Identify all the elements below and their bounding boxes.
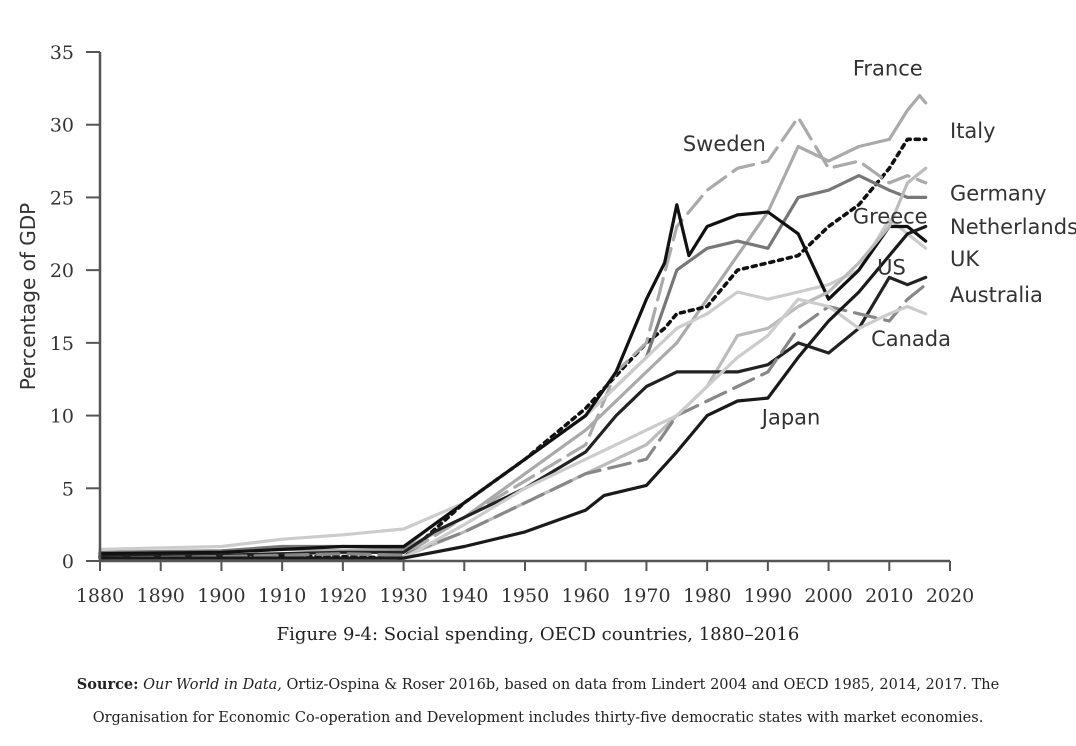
- series-line-canada: [402, 297, 928, 560]
- series-label-canada: Canada: [871, 327, 951, 351]
- x-tick-label-1920: 1920: [319, 585, 367, 607]
- y-tick-label-35: 35: [50, 42, 74, 64]
- x-tick-label-1940: 1940: [440, 585, 488, 607]
- y-tick-label-15: 15: [50, 333, 74, 355]
- y-tick-label-20: 20: [50, 260, 74, 282]
- series-label-germany: Germany: [950, 181, 1047, 205]
- series-labels: France Italy Sweden Germany Greece Netherland…: [683, 56, 1076, 429]
- series-line-greece: [402, 166, 928, 559]
- x-tick-label-2010: 2010: [865, 585, 913, 607]
- source-note: Source: Our World in Data, Ortiz-Ospina …: [0, 668, 1076, 735]
- x-tick-label-1880: 1880: [76, 585, 124, 607]
- y-tick-label-30: 30: [50, 115, 74, 137]
- x-tick-label-1990: 1990: [744, 585, 792, 607]
- series-label-sweden: Sweden: [683, 132, 766, 156]
- figure-caption: Figure 9-4: Social spending, OECD countr…: [276, 624, 800, 645]
- x-tick-label-1980: 1980: [683, 585, 731, 607]
- y-axis-title: Percentage of GDP: [16, 203, 40, 390]
- series-label-netherlands: Netherlands: [950, 215, 1076, 239]
- series-label-japan: Japan: [760, 405, 821, 429]
- y-tick-label-10: 10: [50, 406, 74, 428]
- x-tick-label-1890: 1890: [137, 585, 185, 607]
- series-lines: [98, 94, 928, 560]
- x-tick-label-2020: 2020: [926, 585, 974, 607]
- series-line-sweden: [98, 203, 928, 556]
- x-tick-label-2000: 2000: [804, 585, 852, 607]
- source-label: Source:: [76, 676, 139, 693]
- series-label-uk: UK: [950, 247, 980, 271]
- series-line-us: [98, 275, 928, 559]
- series-line-australia: [98, 283, 928, 560]
- social-spending-chart: 1880 1890 1900 1910 1920 1930 1940 1950 1960 1970…: [16, 42, 1076, 607]
- series-label-us: US: [877, 256, 906, 280]
- series-line-netherlands: [98, 115, 928, 559]
- series-line-japan: [98, 224, 928, 560]
- y-tick-label-25: 25: [50, 187, 74, 209]
- source-title: Our World in Data,: [143, 677, 282, 693]
- x-tick-label-1960: 1960: [562, 585, 610, 607]
- x-tick-label-1950: 1950: [501, 585, 549, 607]
- x-tick-label-1910: 1910: [258, 585, 306, 607]
- y-tick-label-5: 5: [62, 478, 74, 500]
- axes: 1880 1890 1900 1910 1920 1930 1940 1950 1960 1970…: [16, 42, 974, 607]
- x-tick-label-1900: 1900: [197, 585, 245, 607]
- series-label-france: France: [853, 56, 923, 80]
- x-tick-label-1970: 1970: [622, 585, 670, 607]
- y-tick-label-0: 0: [62, 551, 74, 573]
- x-tick-label-1930: 1930: [379, 585, 427, 607]
- source-text: Ortiz-Ospina & Roser 2016b, based on dat…: [92, 677, 1000, 726]
- series-label-italy: Italy: [950, 119, 996, 143]
- series-line-uk: [98, 217, 928, 551]
- series-label-greece: Greece: [853, 205, 928, 229]
- series-label-australia: Australia: [950, 283, 1043, 307]
